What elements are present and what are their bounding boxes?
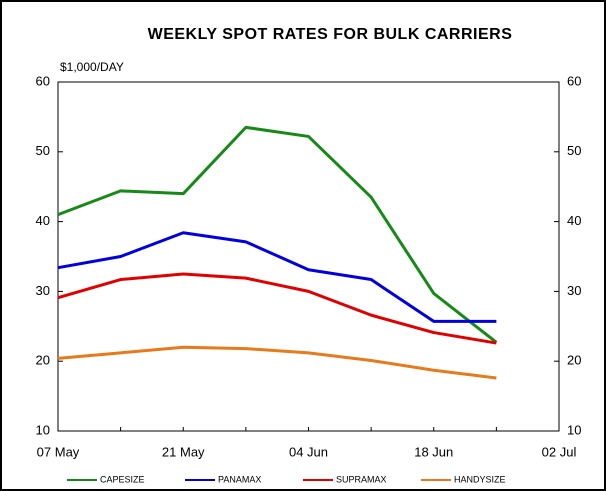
y2-tick-label: 60 (567, 73, 581, 88)
y2-tick-label: 50 (567, 143, 581, 158)
x-tick-label: 21 May (162, 444, 205, 459)
chart-title: WEEKLY SPOT RATES FOR BULK CARRIERS (148, 26, 513, 43)
series-line (57, 125, 498, 344)
y2-tick-label: 10 (567, 422, 581, 437)
y-tick-label: 20 (36, 353, 50, 368)
legend-text: PANAMAX (218, 474, 261, 484)
y-axis-label: $1,000/DAY (60, 60, 124, 74)
series-line (57, 345, 497, 380)
x-tick-label: 04 Jun (289, 444, 328, 459)
y-tick-label: 30 (36, 283, 50, 298)
y2-tick-label: 20 (567, 353, 581, 368)
x-tick-label: 07 May (37, 444, 80, 459)
x-tick-label: 18 Jun (414, 444, 453, 459)
y-tick-label: 10 (36, 422, 50, 437)
legend-text: HANDYSIZE (454, 474, 506, 484)
y2-tick-label: 40 (567, 213, 581, 228)
y2-tick-label: 30 (567, 283, 581, 298)
x-tick-label: 02 Jul (542, 444, 577, 459)
series-line (57, 272, 497, 345)
series-line (57, 231, 497, 323)
y-tick-label: 50 (36, 143, 50, 158)
legend-text: CAPESIZE (100, 474, 145, 484)
y-tick-label: 40 (36, 213, 50, 228)
y-tick-label: 60 (36, 73, 50, 88)
legend-text: SUPRAMAX (336, 474, 387, 484)
